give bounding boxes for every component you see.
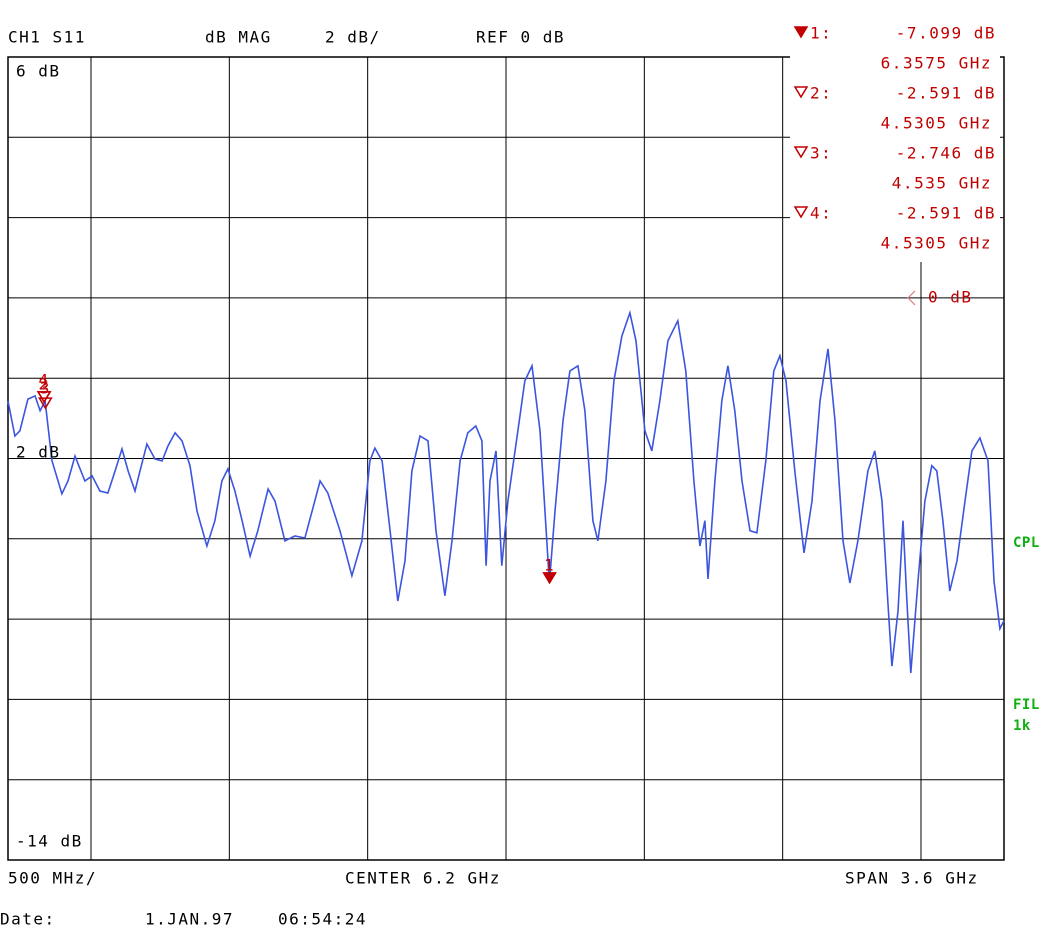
marker-symbol <box>36 391 52 404</box>
marker-frequency: 4.5305 GHz <box>881 114 992 133</box>
division: 500 MHz/ <box>8 869 97 888</box>
reference-label: 0 dB <box>928 287 973 306</box>
marker-value: -2.591 dB <box>896 84 996 103</box>
marker-id: 2 <box>39 374 50 393</box>
marker-label: 2: <box>810 84 832 103</box>
channel: CH1 S11 <box>8 28 86 47</box>
span: SPAN 3.6 GHz <box>845 869 979 888</box>
marker-symbol <box>542 572 557 585</box>
date: 1.JAN.97 <box>145 910 234 929</box>
overlay: CH1 S11 dB MAG 2 dB/ REF 0 dB 500 MHz/ C… <box>0 24 1040 929</box>
marker-panel <box>790 20 1000 262</box>
marker-frequency: 4.5305 GHz <box>881 234 992 253</box>
scale-label: 6 dB <box>16 62 61 81</box>
marker-icon <box>793 206 809 219</box>
marker-frequency: 4.535 GHz <box>892 174 992 193</box>
plot-frame <box>7 56 1005 861</box>
grid <box>8 57 1004 860</box>
marker-label: 3: <box>810 144 832 163</box>
marker-value: -2.746 dB <box>896 144 996 163</box>
side-label: 1k <box>1013 718 1031 734</box>
marker-icon <box>793 86 809 99</box>
side-label: CPL <box>1013 535 1040 551</box>
side-label: FIL <box>1013 697 1040 713</box>
marker-id: 4 <box>39 370 50 389</box>
marker-symbol <box>38 397 53 410</box>
time: 06:54:24 <box>278 910 367 929</box>
reference-level: REF 0 dB <box>476 28 565 47</box>
scale-label: -14 dB <box>16 832 83 851</box>
date-label: Date: <box>0 910 56 929</box>
marker-value: -7.099 dB <box>896 24 996 43</box>
marker-frequency: 6.3575 GHz <box>881 54 992 73</box>
trace-layer: 1 234 <box>7 309 1005 673</box>
format: dB MAG <box>205 28 272 47</box>
scale: 2 dB/ <box>325 28 381 47</box>
marker-icon <box>793 146 809 159</box>
marker-value: -2.591 dB <box>896 204 996 223</box>
marker-icon <box>793 26 809 39</box>
marker-id: 3 <box>40 379 51 398</box>
marker-label: 1: <box>810 24 832 43</box>
center: CENTER 6.2 GHz <box>345 869 501 888</box>
marker-label: 4: <box>810 204 832 223</box>
marker-id: 1 <box>544 555 555 574</box>
trace-line <box>7 309 1005 673</box>
reference-arrow <box>907 290 916 306</box>
scale-label: 2 dB <box>16 443 61 462</box>
